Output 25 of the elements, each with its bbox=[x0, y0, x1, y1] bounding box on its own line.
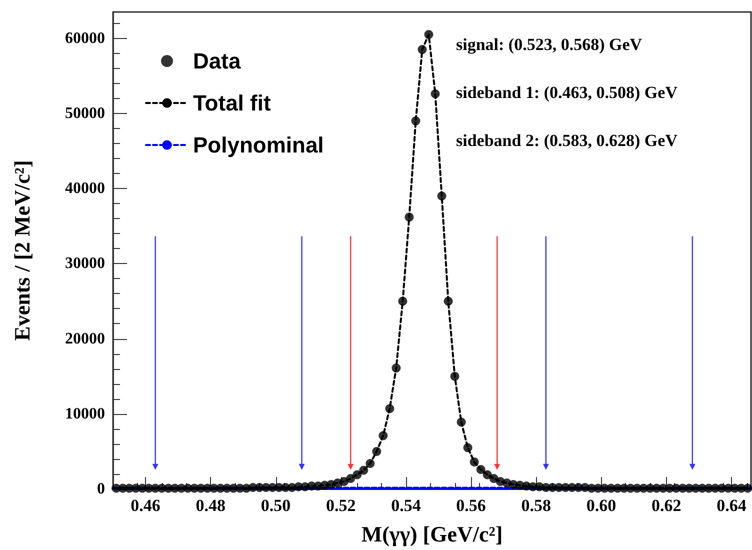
annotation: sideband 2: (0.583, 0.628) GeV bbox=[456, 131, 678, 150]
x-tick-label: 0.60 bbox=[586, 496, 616, 515]
legend-label: Data bbox=[193, 48, 242, 74]
x-tick-label: 0.46 bbox=[130, 496, 160, 515]
legend-label: Total fit bbox=[193, 90, 272, 116]
legend-label: Polynominal bbox=[193, 132, 324, 158]
x-tick-label: 0.48 bbox=[196, 496, 226, 515]
y-tick-label: 30000 bbox=[65, 255, 105, 272]
y-tick-label: 40000 bbox=[65, 180, 105, 198]
y-tick-label: 10000 bbox=[65, 405, 105, 422]
y-tick-label: 0 bbox=[97, 480, 105, 498]
x-axis-title: M(γγ) [GeV/c²] bbox=[361, 522, 503, 546]
x-tick-label: 0.58 bbox=[521, 496, 552, 515]
y-tick-label: 60000 bbox=[65, 30, 105, 47]
x-tick-label: 0.54 bbox=[391, 496, 422, 515]
x-tick-label: 0.52 bbox=[326, 496, 356, 515]
annotation: signal: (0.523, 0.568) GeV bbox=[456, 35, 643, 54]
y-axis-title: Events / [2 MeV/c²] bbox=[10, 160, 34, 341]
x-tick-label: 0.50 bbox=[260, 496, 291, 515]
y-tick-label: 50000 bbox=[65, 104, 105, 122]
annotation: sideband 1: (0.463, 0.508) GeV bbox=[456, 83, 678, 102]
x-tick-label: 0.56 bbox=[456, 496, 486, 515]
y-tick-label: 20000 bbox=[65, 330, 105, 348]
x-tick-label: 0.64 bbox=[716, 496, 747, 515]
x-tick-label: 0.62 bbox=[651, 496, 682, 515]
